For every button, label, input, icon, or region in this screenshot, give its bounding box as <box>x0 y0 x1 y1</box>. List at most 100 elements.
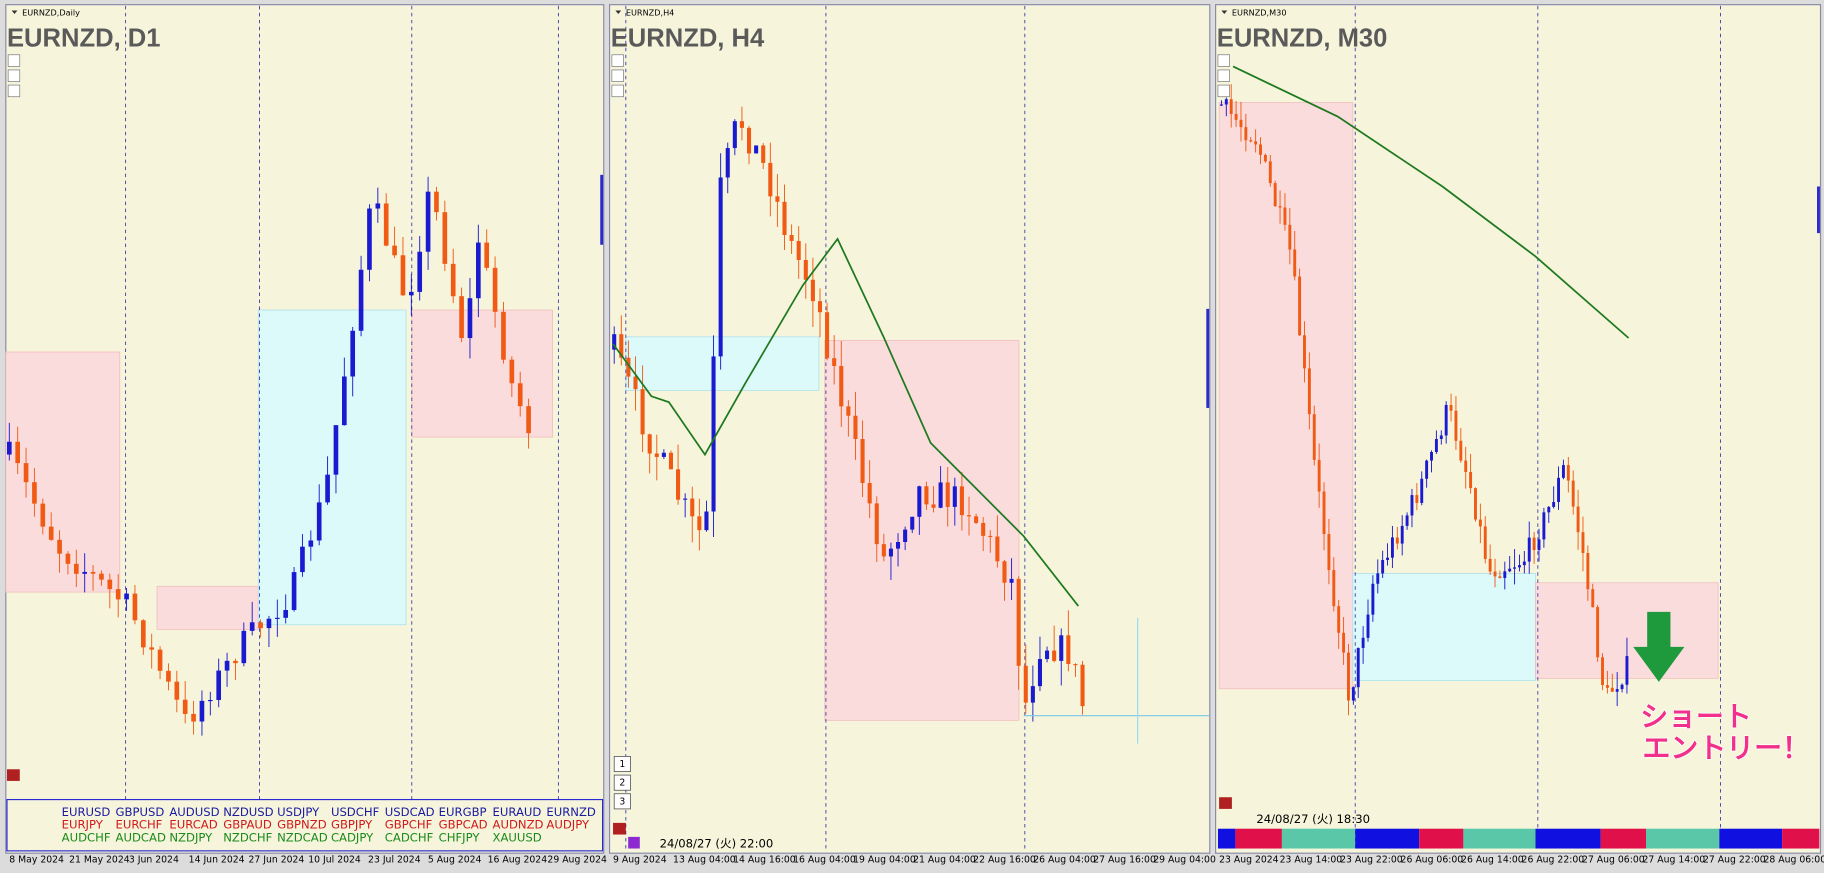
number-button-label[interactable]: 3 <box>619 796 625 807</box>
close-button[interactable] <box>1219 797 1232 809</box>
candle-body <box>1009 578 1014 583</box>
candle-body <box>761 145 766 163</box>
candle-body <box>476 242 481 299</box>
symbol-link[interactable]: XAUUSD <box>493 831 542 845</box>
candle-body <box>1224 99 1228 105</box>
scale-button[interactable] <box>611 54 624 67</box>
candle-body <box>1605 685 1609 688</box>
scale-button[interactable] <box>7 54 21 67</box>
symbol-link[interactable]: AUDCAD <box>116 831 166 845</box>
scale-button[interactable] <box>611 84 624 98</box>
timestamp: 24/08/27 (火) 22:00 <box>660 836 774 850</box>
candle-body <box>1469 472 1473 489</box>
symbol-link[interactable]: CADJPY <box>331 831 374 845</box>
candle-body <box>1376 573 1380 584</box>
candle-body <box>266 618 272 629</box>
candle-body <box>233 660 238 664</box>
session-bar <box>1217 828 1236 849</box>
candle-body <box>966 515 972 517</box>
zone-box <box>156 585 259 630</box>
symbol-link[interactable]: CADCHF <box>385 831 434 845</box>
candle-body <box>1366 614 1370 638</box>
number-button[interactable] <box>613 774 631 791</box>
tool-button[interactable] <box>628 836 640 849</box>
x-tick-label: 27 Jun 2024 <box>248 855 304 866</box>
symbol-link[interactable]: AUDNZD <box>493 818 544 832</box>
header-arrow <box>615 10 622 14</box>
scroll-marker <box>1817 186 1820 234</box>
scale-button[interactable] <box>1217 84 1230 98</box>
x-tick-label: 28 Aug 06:00 <box>1764 855 1824 866</box>
symbol-link[interactable]: EURUSD <box>62 805 111 819</box>
candle-body <box>107 579 113 590</box>
x-tick-label: 27 Aug 22:00 <box>1703 855 1766 866</box>
symbol-link[interactable]: NZDJPY <box>169 831 213 845</box>
candle-body <box>207 699 213 702</box>
symbol-link[interactable]: GBPAUD <box>223 818 272 832</box>
x-tick-label: 26 Aug 04:00 <box>1033 855 1096 866</box>
symbol-link[interactable]: EURGBP <box>439 805 487 819</box>
candle-body <box>775 196 780 202</box>
symbol-link[interactable]: EURNZD <box>546 805 596 819</box>
scale-button[interactable] <box>1217 69 1230 82</box>
symbol-link[interactable]: GBPJPY <box>331 818 373 832</box>
symbol-link[interactable]: EURJPY <box>62 818 104 832</box>
scale-button[interactable] <box>1217 54 1230 67</box>
symbol-link[interactable]: AUDUSD <box>169 805 219 819</box>
symbol-link[interactable]: NZDCHF <box>223 831 272 845</box>
candle-body <box>654 453 659 457</box>
symbol-link[interactable]: USDCHF <box>331 805 380 819</box>
candle-body <box>166 670 171 682</box>
zone-box <box>1352 573 1536 682</box>
candle-body <box>467 298 473 339</box>
candle-body <box>1045 650 1050 660</box>
scale-button[interactable] <box>7 84 21 98</box>
scale-button[interactable] <box>7 69 21 82</box>
candle-body <box>383 203 389 246</box>
candle-body <box>1259 144 1262 155</box>
symbol-link[interactable]: USDCAD <box>385 805 435 819</box>
symbol-link[interactable]: GBPNZD <box>277 818 327 832</box>
candle-body <box>1347 652 1350 701</box>
symbol-link[interactable]: AUDCHF <box>62 831 111 845</box>
candle-body <box>157 649 163 671</box>
symbol-link[interactable]: USDJPY <box>277 805 320 819</box>
candle-body <box>6 441 12 455</box>
candle-body <box>725 148 730 178</box>
number-button-label[interactable]: 1 <box>619 759 625 770</box>
symbol-link[interactable]: NZDUSD <box>223 805 273 819</box>
candle-body <box>888 548 893 557</box>
symbol-box <box>6 798 604 852</box>
symbol-link[interactable]: EURAUD <box>493 805 542 819</box>
candle-body <box>1464 460 1468 473</box>
candle-body <box>754 145 759 154</box>
candle-body <box>249 622 255 631</box>
symbol-link[interactable]: EURCAD <box>169 818 217 832</box>
symbol-link[interactable]: CHFJPY <box>439 831 481 845</box>
x-tick-label: 19 Aug 04:00 <box>853 855 916 866</box>
symbol-link[interactable]: GBPCAD <box>439 818 488 832</box>
candle-body <box>1234 113 1238 120</box>
candle-body <box>1586 552 1590 590</box>
close-button[interactable] <box>6 769 20 781</box>
number-button[interactable] <box>613 756 631 773</box>
number-button[interactable] <box>613 793 631 810</box>
candle-body <box>1361 637 1365 648</box>
symbol-link[interactable]: EURCHF <box>116 818 163 832</box>
header-arrow <box>1221 10 1228 14</box>
symbol-link[interactable]: GBPUSD <box>116 805 165 819</box>
symbol-link[interactable]: AUDJPY <box>546 818 590 832</box>
candle-body <box>1371 583 1375 615</box>
number-button-label[interactable]: 2 <box>619 778 625 789</box>
candle-body <box>191 713 196 722</box>
candle-body <box>782 201 787 236</box>
candle-body <box>1498 576 1502 578</box>
scale-button[interactable] <box>611 69 624 82</box>
symbol-link[interactable]: GBPCHF <box>385 818 433 832</box>
candle-body <box>697 516 702 531</box>
close-button[interactable] <box>613 822 626 835</box>
x-tick-label: 8 May 2024 <box>9 855 64 866</box>
symbol-link[interactable]: NZDCAD <box>277 831 328 845</box>
candle-body <box>115 589 121 600</box>
candle-body <box>99 573 104 580</box>
